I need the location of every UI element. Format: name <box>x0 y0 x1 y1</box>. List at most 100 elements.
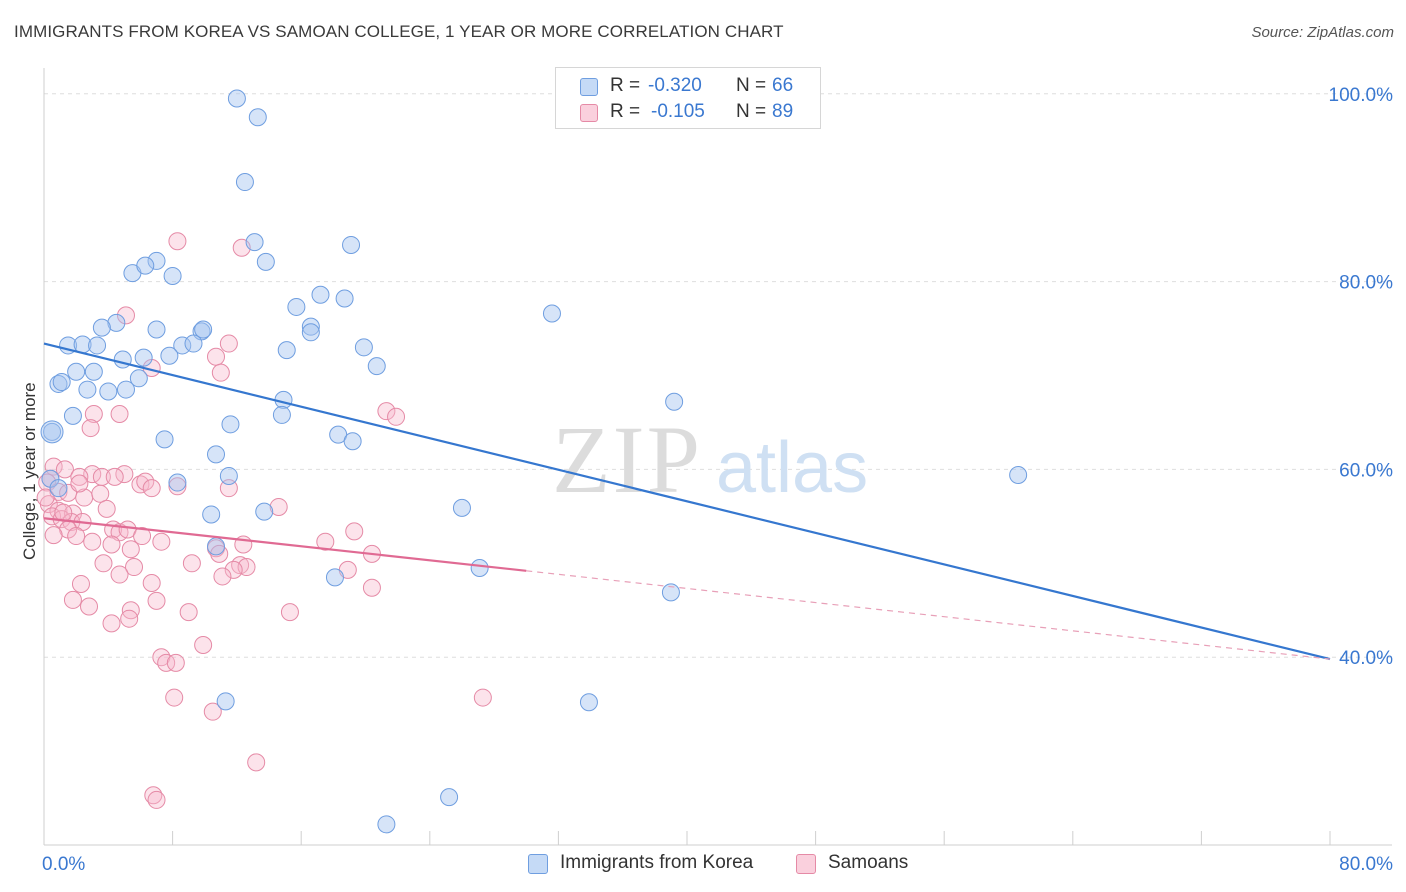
korea-point <box>147 320 166 339</box>
y-tick-label: 60.0% <box>1339 460 1393 481</box>
korea-point <box>168 473 187 492</box>
korea-point <box>377 815 396 834</box>
korea-point <box>78 380 97 399</box>
samoans-point <box>121 540 140 559</box>
samoans-point <box>80 597 99 616</box>
y-tick-label: 40.0% <box>1339 648 1393 669</box>
samoans-point <box>97 499 116 518</box>
korea-point <box>63 406 82 425</box>
bottom-legend-label-samoans: Samoans <box>828 852 909 873</box>
samoans-point <box>70 474 89 493</box>
korea-point <box>40 420 64 444</box>
samoans-point <box>157 653 176 672</box>
korea-point <box>129 369 148 388</box>
korea-point <box>184 334 203 353</box>
samoans-point <box>120 609 139 628</box>
samoans-point <box>168 477 187 496</box>
samoans-point <box>224 560 243 579</box>
samoans-point <box>194 635 213 654</box>
korea-point <box>227 89 246 108</box>
korea-point <box>245 233 264 252</box>
legend-swatch-korea <box>580 78 598 96</box>
korea-point <box>219 466 238 485</box>
samoans-point <box>147 790 166 809</box>
korea-point <box>1009 466 1028 485</box>
watermark-zip: ZIP <box>552 406 702 513</box>
source-credit: Source: ZipAtlas.com <box>1251 24 1394 41</box>
samoans-point <box>91 484 110 503</box>
samoans-point <box>125 558 144 577</box>
samoans-point <box>247 753 266 772</box>
grid-lines <box>44 93 1392 658</box>
korea-point <box>452 498 471 517</box>
korea-point <box>287 297 306 316</box>
samoans-point <box>71 574 90 593</box>
samoans-point <box>207 347 226 366</box>
samoans-point <box>36 488 55 507</box>
korea-point <box>661 583 680 602</box>
korea-points <box>40 89 1028 834</box>
korea-point <box>155 430 174 449</box>
korea-point <box>367 357 386 376</box>
samoans-point <box>131 475 150 494</box>
korea-point <box>248 108 267 127</box>
korea-point <box>342 235 361 254</box>
samoans-point <box>345 522 364 541</box>
samoans-point <box>152 532 171 551</box>
legend-n-label: N = <box>736 101 767 122</box>
samoans-point <box>316 532 335 551</box>
samoans-point <box>269 497 288 516</box>
korea-point <box>49 374 68 393</box>
watermark-atlas: atlas <box>716 428 868 508</box>
samoans-point <box>211 363 230 382</box>
korea-point <box>311 285 330 304</box>
legend-r-value-korea: -0.320 <box>648 75 702 96</box>
samoans-point <box>110 565 129 584</box>
y-tick-label: 100.0% <box>1329 85 1394 106</box>
samoans-point <box>165 688 184 707</box>
korea-point <box>84 362 103 381</box>
korea-point <box>92 318 111 337</box>
samoans-point <box>203 702 222 721</box>
samoans-point <box>182 554 201 573</box>
korea-point <box>542 304 561 323</box>
korea-point <box>235 173 254 192</box>
korea-point <box>335 289 354 308</box>
legend-r-label: R = <box>610 101 641 122</box>
bottom-legend-swatch-korea <box>528 854 548 874</box>
korea-point <box>173 336 192 355</box>
korea-point <box>255 502 274 521</box>
korea-point <box>67 362 86 381</box>
samoans-point <box>55 460 74 479</box>
samoans-point <box>231 556 250 575</box>
samoans-point <box>70 467 89 486</box>
samoans-point <box>133 527 152 546</box>
korea-point <box>301 317 320 336</box>
y-axis-label: College, 1 year or more <box>20 382 39 560</box>
samoans-point <box>142 574 161 593</box>
korea-point <box>116 380 135 399</box>
axes <box>43 68 1392 846</box>
chart-title: IMMIGRANTS FROM KOREA VS SAMOAN COLLEGE,… <box>14 22 784 41</box>
korea-point <box>207 537 226 556</box>
korea-point <box>160 346 179 365</box>
samoans-trend-extension <box>526 570 1331 660</box>
samoans-point <box>166 653 185 672</box>
samoans-point <box>110 404 129 423</box>
korea-point <box>134 348 153 367</box>
korea-point <box>52 373 71 392</box>
legend-n-value-samoans: 89 <box>772 101 794 122</box>
samoans-point <box>179 603 198 622</box>
samoans-point <box>362 578 381 597</box>
samoans-point <box>219 334 238 353</box>
korea-point <box>194 320 213 339</box>
samoans-point <box>54 503 73 522</box>
samoans-point <box>83 532 102 551</box>
korea-point <box>147 251 166 270</box>
legend-n-value-korea: 66 <box>772 75 794 96</box>
korea-point <box>216 692 235 711</box>
korea-point <box>579 693 598 712</box>
samoans-trend-line <box>43 517 527 572</box>
tick-labels: 40.0% 60.0% 80.0% 100.0% 0.0% 80.0% <box>42 85 1393 875</box>
